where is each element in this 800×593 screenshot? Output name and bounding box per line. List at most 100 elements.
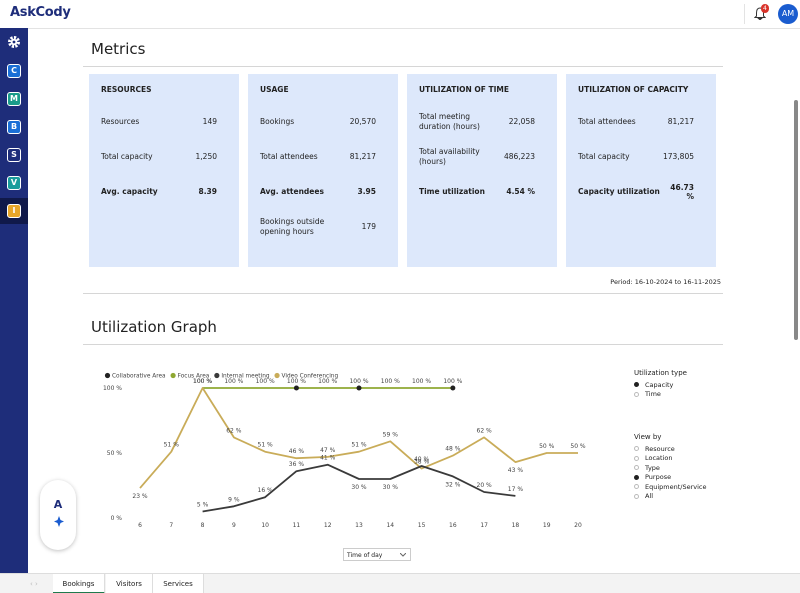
tab[interactable]: Visitors xyxy=(106,574,153,593)
metric-label: Capacity utilization xyxy=(578,186,660,196)
data-label: 48 % xyxy=(445,446,461,453)
data-label: 59 % xyxy=(383,431,399,438)
app-icon[interactable]: S xyxy=(7,148,21,162)
card-title: USAGE xyxy=(260,85,289,94)
metric-value: 149 xyxy=(202,117,217,126)
radio-option[interactable]: Location xyxy=(634,454,707,464)
data-label: 38 % xyxy=(414,459,430,466)
data-label: 40 % xyxy=(414,456,430,463)
radio[interactable] xyxy=(634,446,639,452)
x-tick-label: 14 xyxy=(386,522,394,529)
app-icon[interactable]: C xyxy=(7,64,21,78)
metric-value: 486,223 xyxy=(503,152,535,161)
data-label: 100 % xyxy=(256,378,275,385)
x-tick-label: 17 xyxy=(480,522,488,529)
data-point xyxy=(450,385,456,391)
radio[interactable] xyxy=(634,391,639,397)
radio-label: All xyxy=(645,492,654,501)
radio-option[interactable]: Time xyxy=(634,390,687,400)
chart: 0 % 50 % 100 % 6 7 8 9 10 11 12 13 14 15 16 17 18 19 20 Co… xyxy=(103,372,586,529)
data-label: 100 % xyxy=(381,378,400,385)
control-title: View by xyxy=(634,433,662,441)
radio[interactable] xyxy=(634,465,639,471)
metric-label: Total meeting duration (hours) xyxy=(419,111,480,131)
data-label: 9 % xyxy=(228,496,240,503)
metric-label: Time utilization xyxy=(419,186,485,196)
radio[interactable] xyxy=(634,455,639,461)
metric-row: Bookings 20,570 xyxy=(260,104,386,139)
metric-value: 3.95 xyxy=(357,187,376,196)
divider xyxy=(83,293,723,294)
metric-card: USAGE Bookings 20,570 Total attendees 81,217… xyxy=(248,74,398,267)
avatar[interactable]: AM xyxy=(778,4,798,24)
data-label: 41 % xyxy=(320,455,336,462)
legend-marker xyxy=(104,372,111,379)
settings-icon[interactable] xyxy=(7,35,21,49)
assistant-widget[interactable]: A xyxy=(40,480,76,550)
radio[interactable] xyxy=(634,382,639,388)
data-label: 100 % xyxy=(287,378,306,385)
y-tick-label: 50 % xyxy=(107,450,123,457)
data-label: 16 % xyxy=(258,487,274,494)
legend-marker xyxy=(214,372,220,379)
dropdown-label: Time of day xyxy=(347,552,383,559)
metric-row: Avg. capacity 8.39 xyxy=(101,174,227,209)
app-icon[interactable]: B xyxy=(7,120,21,134)
radio-option[interactable]: Type xyxy=(634,463,707,473)
data-label: 36 % xyxy=(289,461,305,468)
metric-row: Capacity utilization 46.73 % xyxy=(578,174,704,209)
data-label: 23 % xyxy=(132,493,148,500)
app-icon[interactable]: I xyxy=(7,204,21,218)
radio-option[interactable]: Resource xyxy=(634,444,707,454)
logo[interactable]: AskCody xyxy=(10,5,71,20)
metric-value: 81,217 xyxy=(349,152,376,161)
legend-marker xyxy=(274,372,280,379)
legend-label: Internal meeting xyxy=(221,374,270,380)
metric-label: Bookings outside opening hours xyxy=(260,216,325,236)
metric-value: 46.73 % xyxy=(670,182,694,201)
card-title: UTILIZATION OF TIME xyxy=(419,85,509,94)
scrollbar[interactable] xyxy=(794,100,798,340)
card-title: UTILIZATION OF CAPACITY xyxy=(578,85,689,94)
x-tick-label: 20 xyxy=(574,522,582,529)
metric-row: Time utilization 4.54 % xyxy=(419,174,545,209)
metric-value: 8.39 xyxy=(198,187,217,196)
radio-label: Resource xyxy=(645,444,675,453)
data-label: 5 % xyxy=(197,502,209,509)
metric-value: 179 xyxy=(361,222,376,231)
radio-label: Equipment/Service xyxy=(645,482,707,491)
line xyxy=(202,463,516,513)
tab[interactable]: Bookings xyxy=(53,574,105,593)
radio-option[interactable]: Capacity xyxy=(634,380,687,390)
tab[interactable]: Services xyxy=(153,574,204,593)
metric-label: Bookings xyxy=(260,116,295,126)
metric-row: Total attendees 81,217 xyxy=(260,139,386,174)
radio-label: Purpose xyxy=(645,473,672,482)
metric-row: Bookings outside opening hours 179 xyxy=(260,209,386,244)
x-tick-label: 7 xyxy=(169,522,173,529)
data-label: 51 % xyxy=(258,442,274,449)
x-tick-label: 19 xyxy=(543,522,551,529)
metric-label: Total capacity xyxy=(101,151,153,161)
radio[interactable] xyxy=(634,484,639,490)
dropdown[interactable]: Time of day xyxy=(343,548,411,561)
data-label: 20 % xyxy=(477,482,493,489)
section-title: Metrics xyxy=(91,40,146,58)
tab-nav: ‹ › xyxy=(30,580,38,588)
x-tick-label: 10 xyxy=(261,522,269,529)
metric-value: 81,217 xyxy=(667,117,694,126)
radio-option[interactable]: All xyxy=(634,492,707,502)
metric-row: Resources 149 xyxy=(101,104,227,139)
data-label: 32 % xyxy=(445,481,461,488)
radio-option[interactable]: Equipment/Service xyxy=(634,482,707,492)
radio[interactable] xyxy=(634,474,639,480)
x-tick-label: 11 xyxy=(293,522,301,529)
y-tick-label: 0 % xyxy=(111,515,123,522)
app-icon[interactable]: M xyxy=(7,92,21,106)
data-point xyxy=(356,385,362,391)
metric-row: Avg. attendees 3.95 xyxy=(260,174,386,209)
radio[interactable] xyxy=(634,493,639,499)
radio-option[interactable]: Purpose xyxy=(634,473,707,483)
metric-card: UTILIZATION OF TIME Total meeting duratio… xyxy=(407,74,557,267)
app-icon[interactable]: V xyxy=(7,176,21,190)
